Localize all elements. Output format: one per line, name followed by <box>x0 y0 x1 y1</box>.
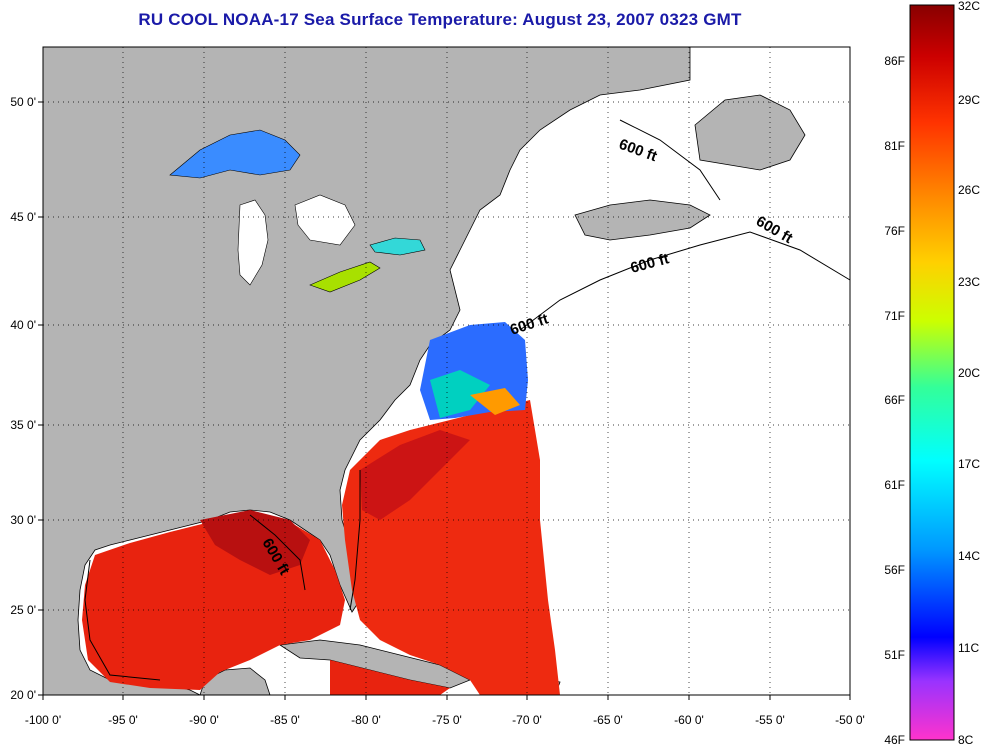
colorbar-f-label: 86F <box>884 54 905 68</box>
x-tick-label: -65 0' <box>593 713 623 727</box>
y-tick-label: 50 0' <box>10 95 36 109</box>
lake-erie <box>309 261 381 293</box>
nova-scotia <box>574 199 711 241</box>
great-lakes <box>169 129 426 293</box>
colorbar-f-label: 61F <box>884 478 905 492</box>
colorbar-f-label: 76F <box>884 224 905 238</box>
x-tick-label: -70 0' <box>512 713 542 727</box>
colorbar-c-label: 20C <box>958 366 980 380</box>
lake-huron <box>294 194 356 246</box>
sst-data <box>82 322 560 695</box>
colorbar-c-label: 23C <box>958 275 980 289</box>
colorbar-c-label: 29C <box>958 93 980 107</box>
map-title: RU COOL NOAA-17 Sea Surface Temperature:… <box>138 10 742 29</box>
x-tick-label: -50 0' <box>835 713 865 727</box>
colorbar-c-label: 17C <box>958 457 980 471</box>
colorbar-f-label: 66F <box>884 393 905 407</box>
colorbar-c-label: 14C <box>958 549 980 563</box>
y-tick-label: 40 0' <box>10 318 36 332</box>
x-tick-label: -85 0' <box>270 713 300 727</box>
lake-michigan <box>237 199 269 286</box>
newfoundland-island <box>694 94 806 171</box>
y-tick-label: 35 0' <box>10 418 36 432</box>
colorbar-f-label: 51F <box>884 648 905 662</box>
x-tick-label: -100 0' <box>25 713 61 727</box>
x-tick-label: -75 0' <box>432 713 462 727</box>
x-tick-label: -80 0' <box>351 713 381 727</box>
colorbar-c-labels: 32C 29C 26C 23C 20C 17C 14C 11C 8C <box>958 0 980 747</box>
caribbean-sst <box>330 660 450 695</box>
graticule-grid <box>43 47 850 695</box>
y-tick-label: 30 0' <box>10 513 36 527</box>
x-tick-labels: -100 0' -95 0' -90 0' -85 0' -80 0' -75 … <box>25 713 865 727</box>
x-tick-label: -60 0' <box>674 713 704 727</box>
y-tick-label: 20 0' <box>10 688 36 702</box>
colorbar-f-label: 46F <box>884 733 905 747</box>
isobath-lines <box>84 119 851 681</box>
colorbar-c-label: 8C <box>958 733 974 747</box>
x-tick-label: -95 0' <box>108 713 138 727</box>
gulf-northeast-hot <box>200 510 310 575</box>
lake-superior <box>169 129 301 179</box>
mid-atlantic-orange <box>470 388 520 415</box>
colorbar <box>909 4 955 741</box>
colorbar-f-label: 81F <box>884 139 905 153</box>
cuba-island <box>278 639 471 689</box>
y-tick-label: 45 0' <box>10 210 36 224</box>
colorbar-f-label: 56F <box>884 563 905 577</box>
gulf-stream-core <box>360 430 470 520</box>
mid-atlantic-cyan <box>430 370 490 418</box>
colorbar-f-label: 71F <box>884 309 905 323</box>
colorbar-c-label: 26C <box>958 183 980 197</box>
colorbar-f-labels: 86F 81F 76F 71F 66F 61F 56F 51F 46F <box>884 54 905 747</box>
x-tick-label: -55 0' <box>755 713 785 727</box>
lake-ontario <box>369 237 426 256</box>
axis-ticks <box>38 101 851 700</box>
y-tick-labels: 50 0' 45 0' 40 0' 35 0' 30 0' 25 0' 20 0… <box>10 95 36 702</box>
x-tick-label: -90 0' <box>189 713 219 727</box>
colorbar-c-label: 11C <box>958 641 979 655</box>
colorbar-c-label: 32C <box>958 0 980 13</box>
y-tick-label: 25 0' <box>10 603 36 617</box>
